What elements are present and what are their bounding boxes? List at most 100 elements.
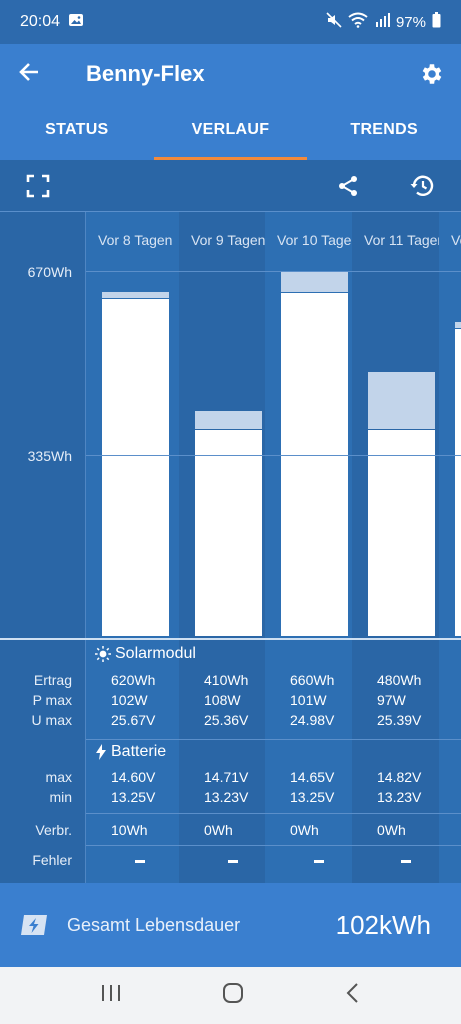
table-axis-line	[85, 640, 86, 883]
solar-section-title: Solarmodul	[115, 645, 196, 662]
y-tick-335: 335Wh	[27, 448, 72, 464]
y-axis-line	[85, 212, 86, 638]
row-label-verbr: Verbr.	[35, 822, 72, 838]
battery-section-title: Batterie	[111, 743, 167, 760]
extra-energy-bar	[368, 372, 435, 429]
recent-apps-button[interactable]	[100, 983, 122, 1008]
row-label-pmax: P max	[32, 692, 72, 708]
status-right-group: 97%	[326, 12, 441, 32]
table-column	[86, 640, 179, 883]
table-cell-max: 14.65V	[290, 769, 335, 785]
table-cell-min: 13.23V	[204, 789, 249, 805]
lifetime-label: Gesamt Lebensdauer	[67, 914, 241, 935]
table-column	[265, 640, 352, 883]
table-cell-umax: 24.98V	[290, 712, 335, 728]
table-divider	[86, 739, 461, 740]
table-cell-umax: 25.36V	[204, 712, 249, 728]
day-label: Vor	[451, 232, 461, 248]
table-cell-verbr: 10Wh	[111, 822, 148, 838]
day-label: Vor 9 Tagen	[191, 232, 266, 248]
table-cell-max: 14.82V	[377, 769, 422, 785]
table-cell-max: 14.71V	[204, 769, 249, 785]
table-cell-pmax: 102W	[111, 692, 148, 708]
history-chart[interactable]: Vor 8 Tagen Vor 9 Tagen Vor 10 Tagen Vor 11…	[0, 212, 461, 638]
table-column	[179, 640, 265, 883]
battery-icon	[432, 12, 441, 32]
error-dash	[314, 860, 324, 863]
table-column	[352, 640, 439, 883]
app-bar: Benny-Flex	[0, 44, 461, 104]
table-divider	[86, 813, 461, 814]
yield-bar	[368, 429, 435, 636]
table-cell-min: 13.25V	[290, 789, 335, 805]
back-button[interactable]	[0, 58, 58, 90]
error-dash	[228, 860, 238, 863]
gridline-670	[86, 271, 461, 272]
status-time: 20:04	[20, 13, 61, 30]
extra-energy-bar	[195, 411, 262, 429]
day-label: Vor 11 Tagen	[364, 232, 446, 248]
error-dash	[135, 860, 145, 863]
table-cell-umax: 25.39V	[377, 712, 422, 728]
table-cell-min: 13.23V	[377, 789, 422, 805]
table-cell-umax: 25.67V	[111, 712, 156, 728]
home-icon	[223, 983, 244, 1003]
share-icon	[339, 176, 357, 196]
page-title: Benny-Flex	[86, 61, 205, 86]
share-button[interactable]	[334, 172, 362, 200]
fullscreen-button[interactable]	[24, 172, 52, 200]
extra-energy-bar	[455, 322, 461, 328]
extra-energy-bar	[102, 291, 169, 299]
gear-icon	[422, 64, 442, 84]
gridline-335	[86, 455, 461, 456]
home-button[interactable]	[222, 982, 244, 1009]
row-label-ertrag: Ertrag	[33, 672, 72, 688]
tab-verlauf[interactable]: VERLAUF	[153, 104, 308, 160]
tab-trends[interactable]: TRENDS	[350, 121, 418, 138]
lifetime-footer: Gesamt Lebensdauer 102kWh	[0, 883, 461, 967]
table-cell-max: 14.60V	[111, 769, 156, 785]
table-cell-pmax: 101W	[290, 692, 327, 708]
system-nav-bar	[0, 967, 461, 1024]
arrow-left-icon	[19, 63, 38, 81]
history-button[interactable]	[408, 172, 436, 200]
bolt-icon	[96, 744, 106, 760]
mute-icon	[326, 12, 342, 32]
day-label: Vor 8 Tagen	[98, 232, 173, 248]
row-label-min: min	[49, 789, 72, 805]
gallery-icon	[68, 12, 84, 33]
solar-section-header: Solarmodul	[95, 645, 196, 663]
table-column	[439, 640, 461, 883]
y-tick-670: 670Wh	[27, 264, 72, 280]
yield-bar	[281, 292, 348, 636]
table-cell-min: 13.25V	[111, 789, 156, 805]
status-bar: 20:04 97%	[0, 0, 461, 44]
table-cell-pmax: 108W	[204, 692, 241, 708]
table-cell-ertrag: 480Wh	[377, 672, 422, 688]
lifetime-value: 102kWh	[335, 909, 431, 940]
chart-column[interactable]	[0, 212, 86, 638]
yield-bar	[195, 429, 262, 636]
back-nav-button[interactable]	[345, 982, 361, 1009]
yield-bar	[455, 328, 461, 636]
battery-percent: 97%	[395, 13, 426, 31]
tab-bar: STATUS VERLAUF TRENDS	[0, 104, 461, 160]
row-label-umax: U max	[31, 712, 72, 728]
table-cell-verbr: 0Wh	[290, 822, 319, 838]
battery-section-header: Batterie	[95, 743, 166, 761]
table-cell-verbr: 0Wh	[204, 822, 233, 838]
error-dash	[401, 860, 411, 863]
signal-icon	[374, 12, 390, 32]
sun-icon	[95, 646, 111, 662]
table-cell-ertrag: 410Wh	[204, 672, 249, 688]
settings-button[interactable]	[403, 61, 461, 87]
back-chevron-icon	[346, 983, 358, 1003]
extra-energy-bar	[281, 271, 348, 292]
history-icon	[410, 175, 434, 196]
tab-status[interactable]: STATUS	[45, 121, 109, 138]
table-divider	[86, 845, 461, 846]
solar-panel-bolt-icon	[21, 915, 47, 935]
wifi-icon	[348, 12, 368, 32]
table-cell-pmax: 97W	[377, 692, 406, 708]
recent-apps-icon	[102, 985, 121, 1001]
